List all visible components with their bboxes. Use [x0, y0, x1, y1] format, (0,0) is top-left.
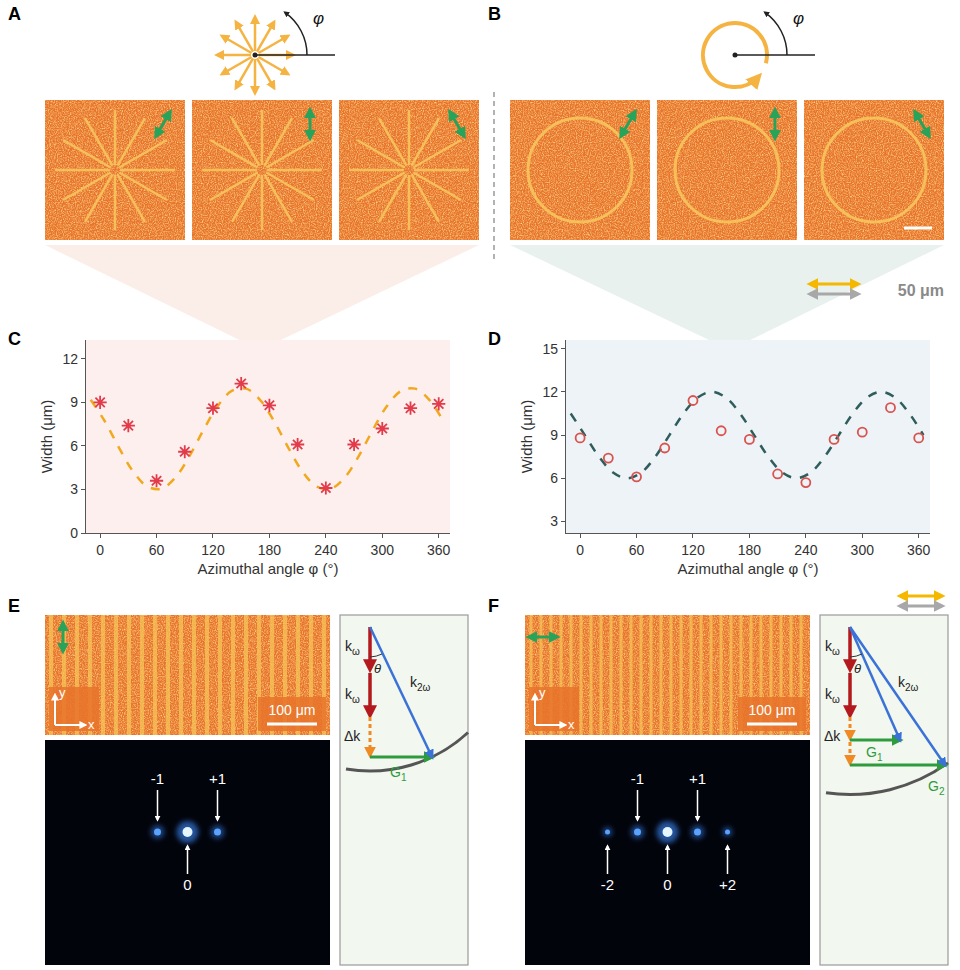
svg-text:120: 120 — [201, 542, 225, 558]
svg-text:15: 15 — [542, 341, 558, 357]
svg-text:360: 360 — [427, 542, 451, 558]
svg-text:φ: φ — [793, 9, 804, 28]
svg-text:Width (μm): Width (μm) — [38, 400, 55, 474]
svg-text:3: 3 — [550, 513, 558, 529]
svg-text:B: B — [488, 4, 501, 24]
svg-text:9: 9 — [550, 427, 558, 443]
svg-text:12: 12 — [62, 351, 78, 367]
svg-text:60: 60 — [629, 542, 645, 558]
svg-text:0: 0 — [96, 542, 104, 558]
svg-text:+1: +1 — [689, 770, 706, 787]
svg-text:kω: kω — [345, 686, 360, 705]
svg-text:φ: φ — [313, 9, 324, 28]
svg-text:x: x — [88, 717, 95, 732]
svg-text:G1: G1 — [866, 744, 883, 763]
svg-text:240: 240 — [794, 542, 818, 558]
svg-text:G1: G1 — [390, 764, 407, 783]
svg-text:240: 240 — [314, 542, 338, 558]
svg-text:-1: -1 — [151, 770, 164, 787]
svg-text:6: 6 — [550, 470, 558, 486]
svg-text:6: 6 — [70, 438, 78, 454]
svg-text:kω: kω — [825, 686, 840, 705]
svg-text:k2ω: k2ω — [410, 674, 431, 693]
svg-text:+2: +2 — [719, 876, 736, 893]
svg-text:9: 9 — [70, 394, 78, 410]
svg-text:3: 3 — [70, 481, 78, 497]
svg-text:Azimuthal angle φ (°): Azimuthal angle φ (°) — [678, 560, 819, 577]
svg-text:300: 300 — [371, 542, 395, 558]
svg-text:θ: θ — [854, 661, 861, 676]
svg-text:kω: kω — [825, 638, 840, 657]
svg-text:-2: -2 — [601, 876, 614, 893]
svg-text:G2: G2 — [928, 778, 945, 797]
svg-text:12: 12 — [542, 384, 558, 400]
svg-text:Δk: Δk — [344, 728, 361, 744]
svg-text:180: 180 — [738, 542, 762, 558]
svg-text:kω: kω — [345, 638, 360, 657]
svg-text:F: F — [488, 596, 499, 616]
svg-text:300: 300 — [851, 542, 875, 558]
svg-text:y: y — [59, 685, 66, 700]
svg-text:E: E — [8, 596, 20, 616]
svg-text:C: C — [8, 329, 21, 349]
svg-text:k2ω: k2ω — [898, 674, 919, 693]
svg-text:Azimuthal angle φ (°): Azimuthal angle φ (°) — [198, 560, 339, 577]
svg-text:x: x — [568, 717, 575, 732]
svg-text:50 μm: 50 μm — [898, 282, 944, 299]
svg-text:+1: +1 — [209, 770, 226, 787]
svg-text:A: A — [8, 4, 21, 24]
svg-text:-1: -1 — [631, 770, 644, 787]
svg-text:Width (μm): Width (μm) — [518, 400, 535, 474]
svg-text:180: 180 — [258, 542, 282, 558]
svg-text:100 μm: 100 μm — [749, 702, 796, 718]
svg-text:0: 0 — [183, 876, 191, 893]
svg-text:Δk: Δk — [824, 728, 841, 744]
svg-text:60: 60 — [149, 542, 165, 558]
svg-text:θ: θ — [374, 661, 381, 676]
svg-text:D: D — [488, 329, 501, 349]
svg-text:120: 120 — [681, 542, 705, 558]
svg-text:y: y — [539, 685, 546, 700]
svg-text:100 μm: 100 μm — [269, 702, 316, 718]
svg-text:0: 0 — [70, 525, 78, 541]
svg-text:0: 0 — [576, 542, 584, 558]
svg-text:0: 0 — [663, 876, 671, 893]
svg-text:360: 360 — [907, 542, 931, 558]
